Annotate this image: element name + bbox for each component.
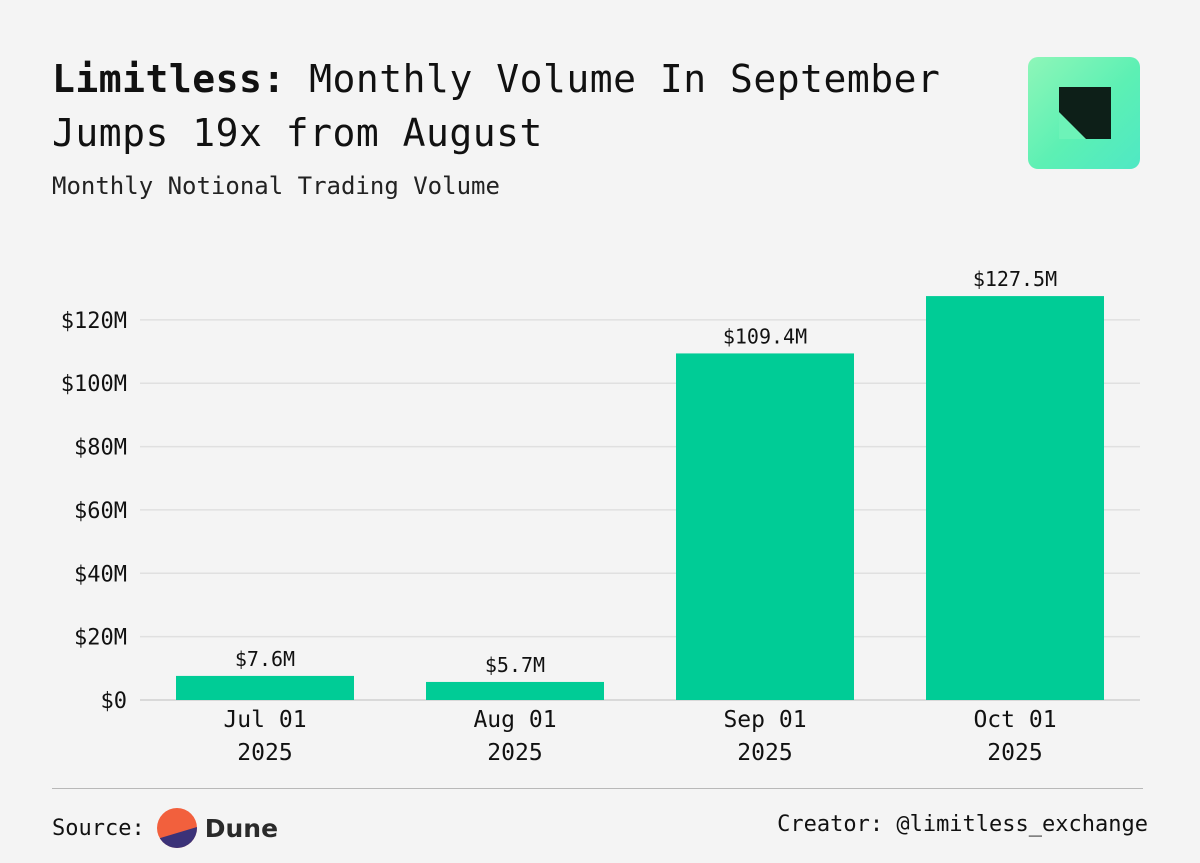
x-tick-label: Oct 01 <box>973 707 1056 733</box>
bar <box>676 353 854 700</box>
x-tick-label: 2025 <box>487 740 542 766</box>
bar <box>426 681 604 700</box>
y-tick-label: $0 <box>101 689 128 714</box>
footer-divider <box>52 788 1143 789</box>
bar-value-label: $109.4M <box>723 324 807 348</box>
y-tick-label: $20M <box>74 626 127 651</box>
x-tick-label: 2025 <box>237 740 292 766</box>
dune-logo-icon <box>156 808 197 848</box>
bar <box>926 296 1104 700</box>
y-tick-label: $120M <box>61 309 127 334</box>
x-tick-label: Aug 01 <box>473 707 556 733</box>
chart-title-text: Monthly Volume In September Jumps 19x fr… <box>52 57 941 155</box>
source-name: Dune <box>204 813 279 843</box>
footer-source: Source: Dune <box>52 808 279 848</box>
x-tick-label: 2025 <box>987 740 1042 766</box>
bar-value-label: $5.7M <box>485 653 545 677</box>
chart-title-brand: Limitless: <box>52 57 286 101</box>
x-tick-label: Jul 01 <box>223 707 306 733</box>
limitless-logo <box>1028 57 1140 169</box>
bar <box>176 675 354 700</box>
creator-credit: Creator: @limitless_exchange <box>777 812 1148 837</box>
limitless-logo-icon <box>1059 87 1111 139</box>
source-label: Source: <box>52 815 145 841</box>
y-tick-label: $100M <box>61 372 127 397</box>
y-tick-label: $60M <box>74 499 127 524</box>
bar-value-label: $127.5M <box>973 267 1057 291</box>
y-tick-label: $40M <box>74 562 127 587</box>
x-tick-label: Sep 01 <box>723 707 806 733</box>
x-tick-label: 2025 <box>737 740 792 766</box>
y-tick-label: $80M <box>74 436 127 461</box>
chart-subtitle: Monthly Notional Trading Volume <box>52 172 500 200</box>
bar-value-label: $7.6M <box>235 647 295 671</box>
chart-title: Limitless: Monthly Volume In September J… <box>52 52 952 160</box>
logo-notch <box>1059 112 1086 139</box>
